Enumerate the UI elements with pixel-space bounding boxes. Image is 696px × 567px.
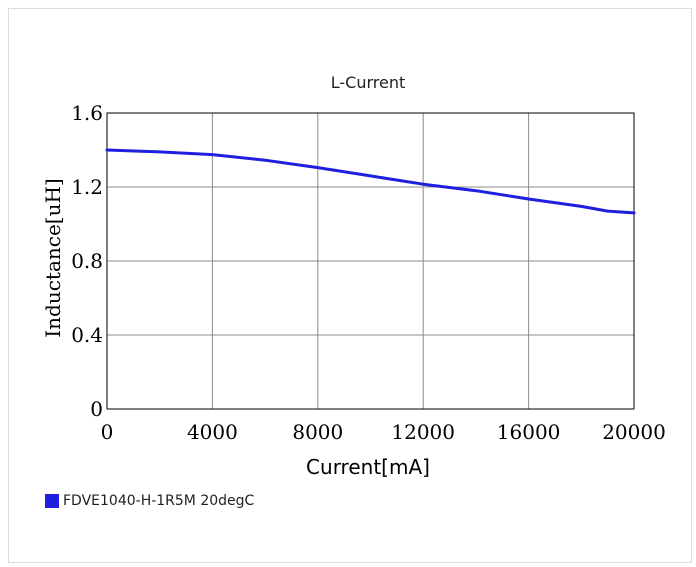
legend: FDVE1040-H-1R5M 20degC bbox=[45, 493, 254, 509]
x-tick-label: 0 bbox=[101, 420, 114, 444]
series-line bbox=[105, 148, 636, 215]
y-tick-label: 0.4 bbox=[71, 323, 103, 347]
legend-label: FDVE1040-H-1R5M 20degC bbox=[63, 493, 255, 509]
x-tick-label: 8000 bbox=[292, 420, 343, 444]
y-tick-label: 0 bbox=[90, 397, 103, 421]
series-layer bbox=[105, 148, 636, 215]
grid bbox=[107, 113, 634, 409]
chart-title: L-Current bbox=[331, 73, 406, 92]
ticks: 0 4000 8000 12000 16000 20000 0 0.4 0.8 1.2 1.6 bbox=[71, 101, 666, 444]
x-tick-label: 20000 bbox=[602, 420, 666, 444]
y-axis-label: Inductance[uH] bbox=[41, 178, 65, 337]
plot-area bbox=[106, 112, 635, 410]
chart-frame bbox=[8, 8, 692, 563]
x-tick-label: 16000 bbox=[497, 420, 561, 444]
legend-swatch bbox=[45, 494, 59, 508]
x-tick-label: 12000 bbox=[391, 420, 455, 444]
y-tick-label: 1.6 bbox=[71, 101, 103, 125]
y-tick-label: 0.8 bbox=[71, 249, 103, 273]
x-tick-label: 4000 bbox=[187, 420, 238, 444]
x-axis-label: Current[mA] bbox=[306, 455, 430, 479]
y-tick-label: 1.2 bbox=[71, 175, 103, 199]
